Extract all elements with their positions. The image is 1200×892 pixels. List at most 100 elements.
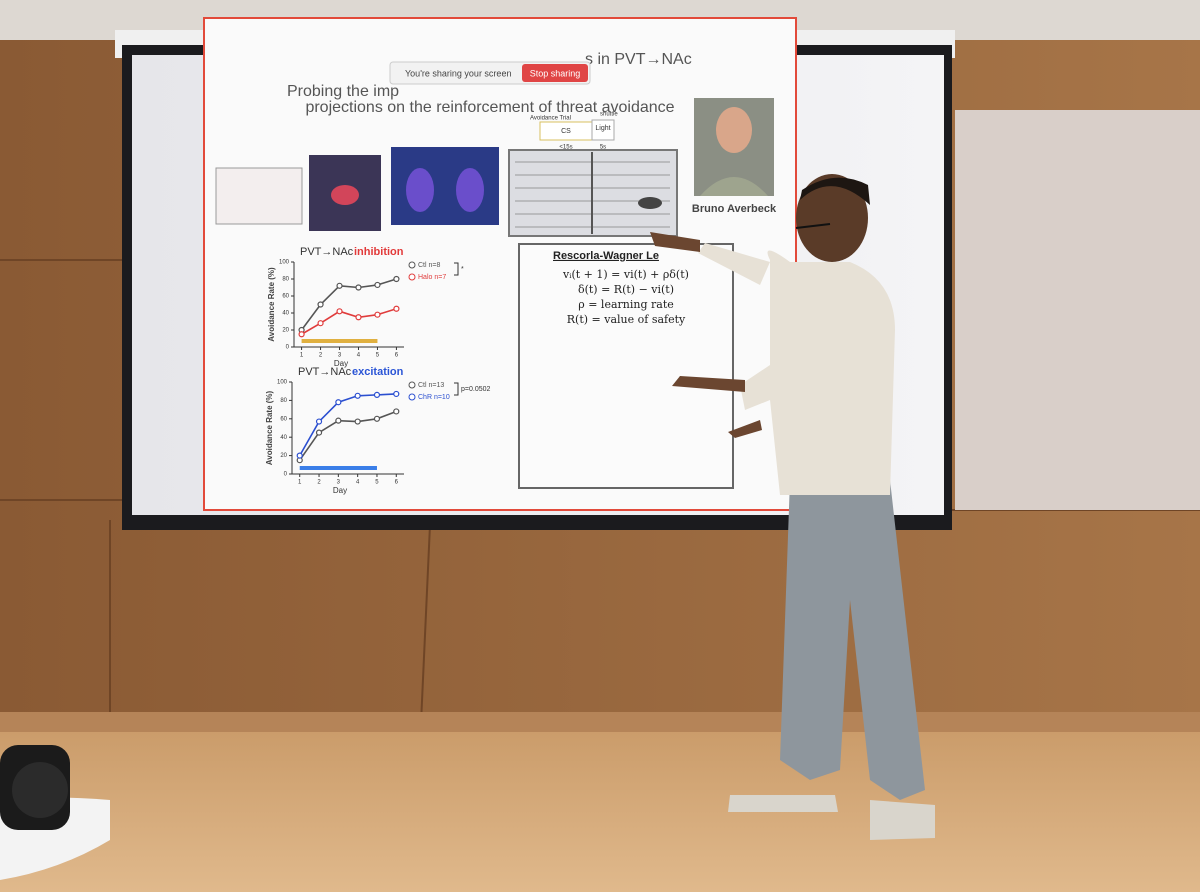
legend-marker — [408, 261, 416, 269]
data-point — [393, 275, 400, 283]
brain-highlight — [331, 185, 359, 205]
y-tick-label: 60 — [280, 416, 287, 422]
series-line — [299, 410, 397, 461]
stimulation-bar — [299, 466, 377, 470]
x-tick-label: 3 — [337, 480, 341, 486]
portrait-shirt — [700, 177, 768, 196]
legend-label: Ctl n=13 — [418, 382, 444, 389]
model-title: Rescorla-Wagner Le — [553, 250, 659, 262]
y-tick-label: 0 — [284, 472, 288, 478]
significance-label: * — [461, 266, 464, 273]
equation: R(t) = value of safety — [567, 313, 686, 326]
data-point — [335, 417, 342, 424]
stage-edge — [0, 712, 1200, 732]
data-point — [296, 452, 303, 459]
legend-label: Ctl n=8 — [418, 262, 440, 269]
x-axis-label: Day — [333, 486, 347, 495]
x-tick-label: 1 — [300, 353, 304, 359]
data-point — [355, 284, 362, 291]
mouse — [638, 197, 662, 209]
floor — [0, 720, 1200, 892]
data-point — [393, 390, 400, 398]
significance-label: p=0.0502 — [461, 386, 490, 393]
x-tick-label: 5 — [376, 353, 380, 359]
chart-title-prefix: PVT→NAc — [300, 246, 354, 258]
significance-bracket — [454, 382, 459, 396]
light-label: Light — [595, 125, 610, 132]
y-tick-label: 20 — [282, 328, 289, 334]
brain-highlight — [456, 168, 484, 212]
significance-bracket — [454, 262, 459, 276]
data-point — [317, 301, 324, 308]
model-box — [518, 243, 734, 489]
legend-label: Halo n=7 — [418, 274, 446, 281]
series-line — [299, 393, 397, 456]
data-point — [393, 408, 400, 415]
sharing-message: You're sharing your screen — [405, 68, 511, 78]
data-point — [374, 281, 381, 289]
light-duration: 5s — [600, 145, 606, 151]
data-point — [336, 282, 343, 289]
data-point — [335, 399, 342, 406]
data-point — [315, 429, 323, 436]
photo-caption: Bruno Averbeck — [692, 203, 777, 215]
x-tick-label: 6 — [395, 353, 399, 359]
portrait-face — [716, 107, 752, 153]
chart-title-highlight: excitation — [352, 366, 404, 378]
stop-sharing-button[interactable] — [522, 64, 588, 82]
y-tick-label: 40 — [280, 435, 287, 441]
data-point — [373, 415, 381, 422]
data-point — [298, 331, 305, 338]
equation: ρ = learning rate — [578, 298, 674, 311]
data-point — [336, 308, 343, 315]
stop-sharing-label[interactable]: Stop sharing — [530, 68, 581, 78]
equations: vᵢ(t + 1) = vi(t) + ρδ(t) δ(t) = R(t) − v… — [562, 268, 689, 326]
y-axis-label: Avoidance Rate (%) — [267, 267, 276, 342]
series-line — [301, 307, 397, 335]
y-tick-label: 80 — [280, 398, 287, 404]
y-tick-label: 20 — [280, 453, 287, 459]
cs-duration: <15s — [559, 145, 572, 151]
equation: δ(t) = R(t) − vi(t) — [578, 283, 674, 296]
shuttle-bars — [515, 152, 670, 234]
trial-label: Avoidance Trial — [530, 116, 571, 122]
x-tick-label: 5 — [375, 480, 379, 486]
data-point — [315, 418, 323, 425]
data-point — [374, 311, 381, 318]
series-line — [300, 278, 397, 331]
slide-title-start: Probing the imp — [287, 83, 399, 100]
light-box — [591, 119, 615, 141]
y-tick-label: 100 — [279, 260, 290, 266]
x-tick-label: 1 — [298, 480, 302, 486]
data-point — [373, 391, 381, 398]
x-tick-label: 4 — [357, 353, 361, 359]
whiteboard — [955, 110, 1200, 510]
y-axis-label: Avoidance Rate (%) — [265, 390, 274, 465]
x-axis-label: Day — [334, 359, 348, 368]
data-point — [354, 392, 361, 399]
x-tick-label: 2 — [317, 480, 321, 486]
x-tick-label: 3 — [338, 353, 342, 359]
trial-shuttle: shuttle — [600, 112, 618, 118]
x-tick-label: 6 — [395, 480, 399, 486]
y-tick-label: 0 — [286, 345, 290, 351]
x-tick-label: 2 — [319, 353, 323, 359]
camera — [0, 745, 110, 880]
y-tick-label: 80 — [282, 277, 289, 283]
data-point — [355, 314, 362, 321]
y-tick-label: 40 — [282, 311, 289, 317]
equation: vᵢ(t + 1) = vi(t) + ρδ(t) — [562, 268, 689, 281]
x-tick-label: 4 — [356, 480, 360, 486]
legend-marker — [408, 273, 416, 281]
data-point — [393, 305, 400, 312]
data-point — [317, 320, 324, 327]
brain-highlight — [406, 168, 434, 212]
chart-title-prefix: PVT→NAc — [298, 366, 352, 378]
data-point — [354, 418, 361, 425]
slide-title-line2: projections on the reinforcement of thre… — [305, 99, 674, 116]
legend-marker — [408, 393, 416, 401]
presenter — [650, 174, 935, 840]
stimulation-bar — [301, 339, 378, 343]
